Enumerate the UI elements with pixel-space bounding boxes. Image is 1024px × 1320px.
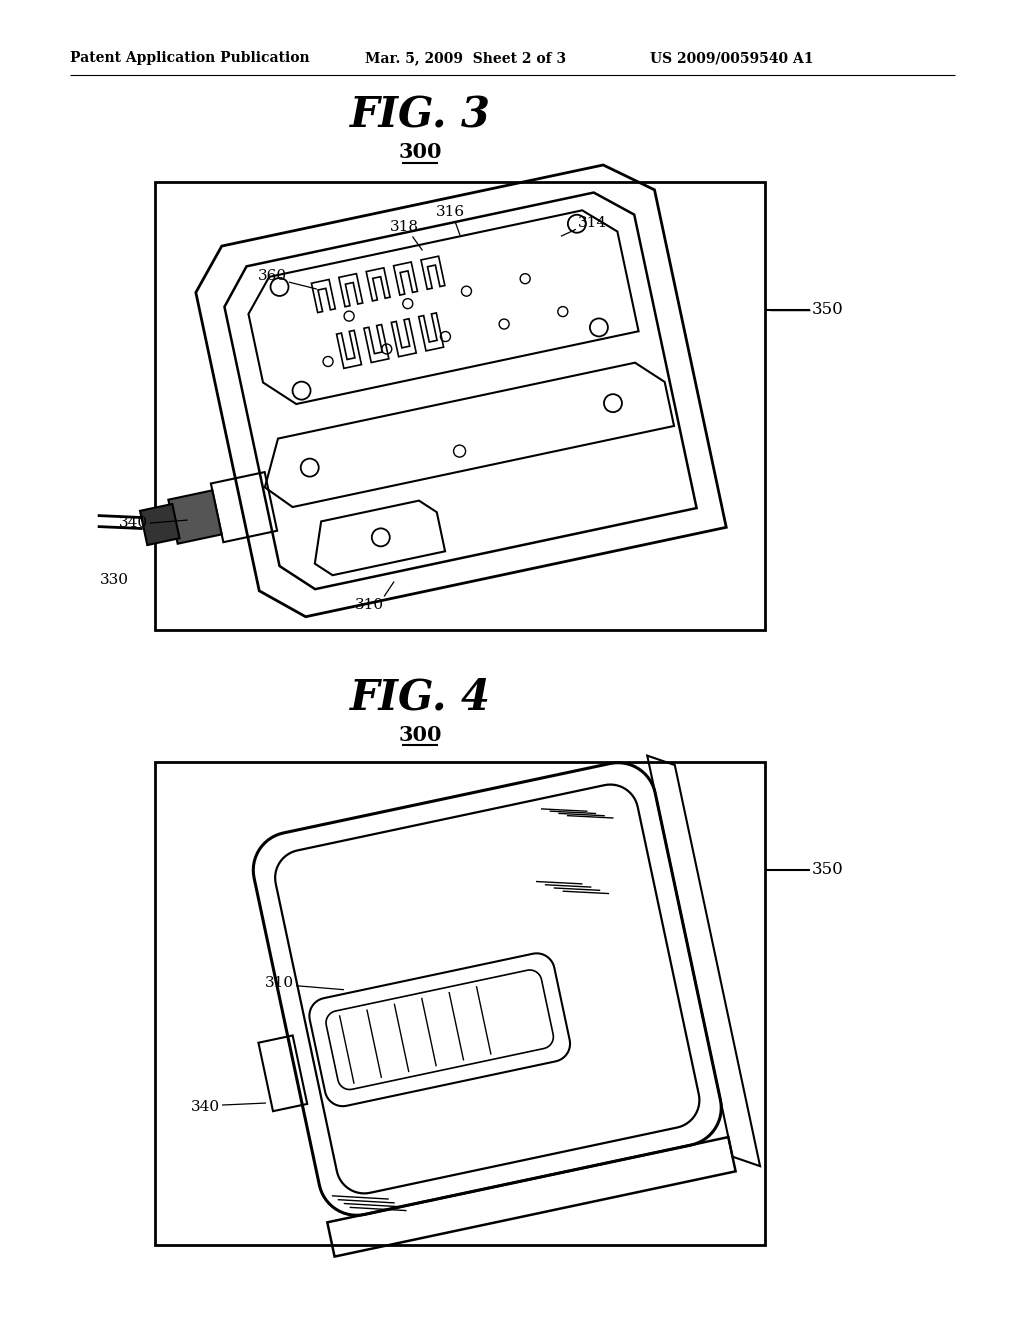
Text: 300: 300 (398, 143, 441, 162)
Text: 310: 310 (354, 598, 384, 612)
Text: 300: 300 (398, 725, 441, 744)
Text: 340: 340 (190, 1100, 220, 1114)
Text: 350: 350 (812, 301, 844, 318)
Text: Patent Application Publication: Patent Application Publication (70, 51, 309, 65)
Text: 360: 360 (258, 269, 287, 282)
Text: FIG. 4: FIG. 4 (349, 677, 490, 719)
Text: 316: 316 (435, 206, 465, 219)
Text: 310: 310 (265, 975, 294, 990)
Text: 330: 330 (100, 573, 129, 587)
Text: US 2009/0059540 A1: US 2009/0059540 A1 (650, 51, 813, 65)
Polygon shape (140, 504, 179, 545)
Text: Mar. 5, 2009  Sheet 2 of 3: Mar. 5, 2009 Sheet 2 of 3 (365, 51, 566, 65)
Text: 318: 318 (390, 220, 419, 235)
Text: 350: 350 (812, 862, 844, 879)
Text: FIG. 3: FIG. 3 (349, 94, 490, 136)
Text: 314: 314 (578, 216, 607, 230)
Polygon shape (168, 490, 221, 544)
Text: 340: 340 (119, 516, 147, 531)
